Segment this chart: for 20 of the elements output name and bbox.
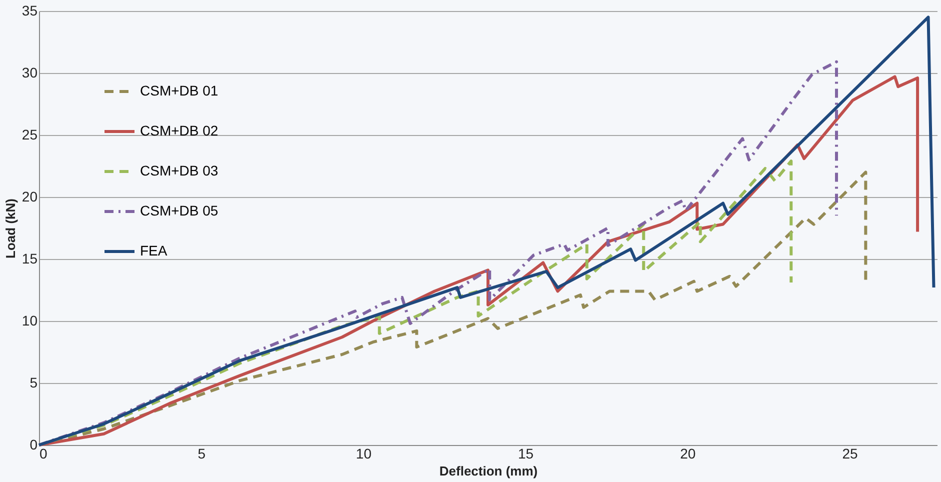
- line-series: [38, 16, 936, 446]
- y-tick-label: 20: [22, 188, 38, 204]
- y-tick-label: 10: [22, 312, 38, 328]
- y-axis-title: Load (kN): [2, 198, 18, 258]
- legend-label: CSM+DB 02: [140, 122, 218, 138]
- y-tick-label: 25: [22, 126, 38, 142]
- x-tick-label: 20: [680, 446, 696, 462]
- legend-label: FEA: [140, 242, 168, 258]
- x-tick-label: 5: [198, 446, 206, 462]
- y-tick-label: 15: [22, 250, 38, 266]
- y-tick-label: 5: [30, 374, 38, 390]
- x-tick-label: 10: [356, 446, 372, 462]
- x-axis-title: Deflection (mm): [439, 464, 538, 478]
- legend-label: CSM+DB 03: [140, 162, 218, 178]
- y-tick-label: 35: [22, 2, 38, 18]
- legend-label: CSM+DB 01: [140, 82, 218, 98]
- x-tick-label: 25: [842, 446, 858, 462]
- legend-label: CSM+DB 05: [140, 202, 218, 218]
- y-tick-label: 30: [22, 64, 38, 80]
- x-tick-label: 15: [518, 446, 534, 462]
